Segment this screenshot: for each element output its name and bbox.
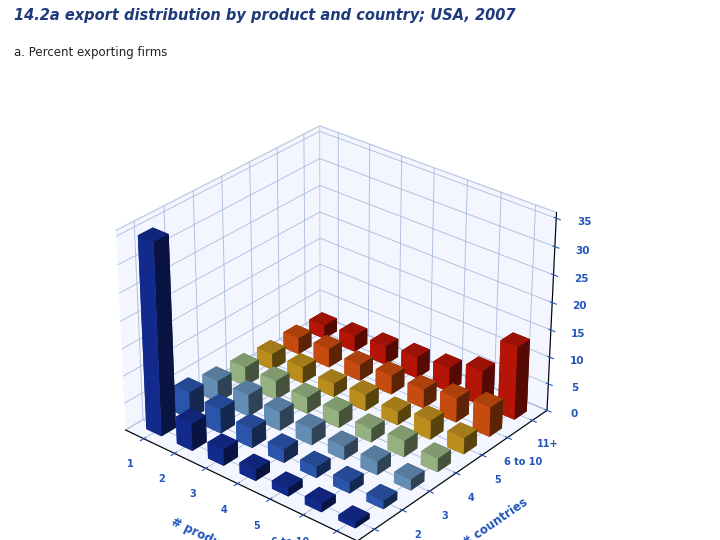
Text: 14.2a export distribution by product and country; USA, 2007: 14.2a export distribution by product and… — [14, 8, 516, 23]
Y-axis label: # countries: # countries — [460, 496, 530, 540]
X-axis label: # products: # products — [169, 516, 240, 540]
Text: a. Percent exporting firms: a. Percent exporting firms — [14, 46, 168, 59]
